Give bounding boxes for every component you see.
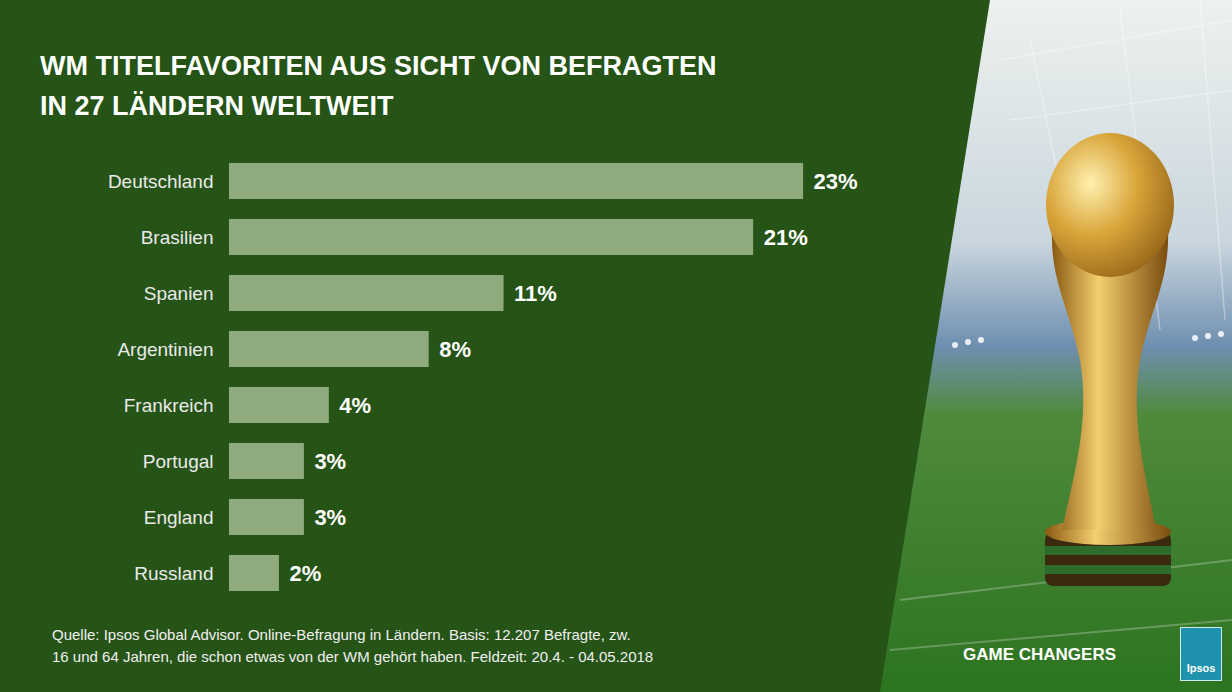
html-text:Quelle: Ipsos Global Advisor.: Quelle: Ipsos Global Advisor. Online-Bef…: [52, 626, 631, 643]
svg-text:Deutschland: Deutschland: [108, 171, 214, 192]
svg-text:England: England: [144, 507, 214, 528]
html-text:WM TITELFAVORITEN AUS SICHT VO: WM TITELFAVORITEN AUS SICHT VON BEFRAGTE…: [40, 51, 717, 81]
svg-text:21%: 21%: [764, 225, 808, 250]
svg-text:23%: 23%: [814, 169, 858, 194]
html-text:IN 27 LÄNDERN WELTWEIT: IN 27 LÄNDERN WELTWEIT: [40, 91, 394, 121]
svg-text:11%: 11%: [514, 281, 557, 306]
svg-text:Russland: Russland: [134, 563, 213, 584]
svg-text:Spanien: Spanien: [144, 283, 214, 304]
svg-text:Brasilien: Brasilien: [141, 227, 214, 248]
svg-text:Argentinien: Argentinien: [117, 339, 213, 360]
svg-text:Portugal: Portugal: [143, 451, 214, 472]
svg-text:3%: 3%: [314, 449, 346, 474]
html-text:Ipsos: Ipsos: [1186, 662, 1216, 674]
svg-text:3%: 3%: [314, 505, 346, 530]
svg-text:Frankreich: Frankreich: [124, 395, 214, 416]
html-text:GAME CHANGERS: GAME CHANGERS: [963, 645, 1116, 664]
html-text:16 und 64 Jahren, die schon et: 16 und 64 Jahren, die schon etwas von de…: [52, 648, 654, 665]
svg-text:2%: 2%: [289, 561, 321, 586]
svg-text:8%: 8%: [439, 337, 471, 362]
svg-text:4%: 4%: [339, 393, 371, 418]
